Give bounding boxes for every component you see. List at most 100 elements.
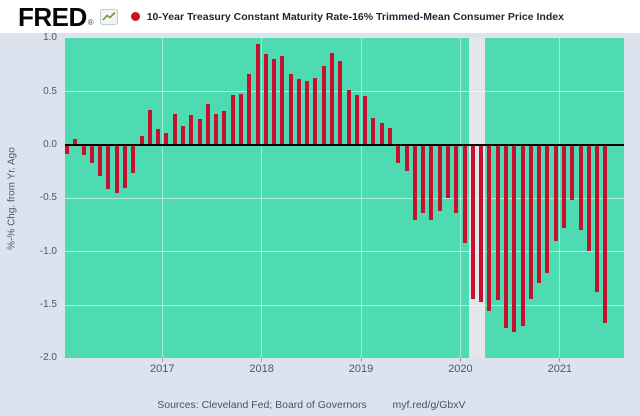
bar-2020-07[interactable] xyxy=(512,145,517,332)
bar-2019-02[interactable] xyxy=(371,118,376,145)
gridline-v xyxy=(360,38,362,358)
bar-2020-03[interactable] xyxy=(479,145,484,302)
bar-2018-01[interactable] xyxy=(263,54,268,145)
bar-2016-11[interactable] xyxy=(147,109,152,145)
y-axis-tick-label: -1.5 xyxy=(39,299,57,310)
x-axis-tick-mark xyxy=(261,358,263,362)
bar-2019-01[interactable] xyxy=(363,95,368,145)
bar-2018-11[interactable] xyxy=(346,89,351,145)
bar-2020-06[interactable] xyxy=(503,145,508,329)
bar-2021-01[interactable] xyxy=(561,145,566,229)
bar-2020-12[interactable] xyxy=(553,145,558,241)
bar-2018-05[interactable] xyxy=(296,78,301,145)
bar-2020-10[interactable] xyxy=(537,145,542,283)
y-axis-tick-label: -2.0 xyxy=(39,352,57,364)
y-axis-tick-label: -0.5 xyxy=(39,192,57,204)
bar-2017-11[interactable] xyxy=(247,73,252,145)
bar-2020-04[interactable] xyxy=(487,145,492,312)
bar-2019-04[interactable] xyxy=(388,127,393,145)
bar-2021-05[interactable] xyxy=(595,145,600,293)
legend-series-dot-icon xyxy=(130,12,140,21)
bar-2016-10[interactable] xyxy=(139,136,144,145)
chart-title: 10-Year Treasury Constant Maturity Rate-… xyxy=(146,10,564,23)
bar-2019-06[interactable] xyxy=(404,145,409,171)
bar-2016-04[interactable] xyxy=(89,145,94,164)
bar-2019-11[interactable] xyxy=(446,145,451,199)
bar-2017-02[interactable] xyxy=(172,114,177,145)
bar-2016-08[interactable] xyxy=(122,145,127,188)
gridline-h xyxy=(65,251,624,253)
bar-2016-05[interactable] xyxy=(98,145,103,176)
x-axis-tick-mark xyxy=(459,358,461,362)
short-url: myf.red/g/GbxV xyxy=(392,399,466,411)
bar-2017-10[interactable] xyxy=(238,93,243,145)
bar-2017-03[interactable] xyxy=(180,125,185,145)
bar-2018-04[interactable] xyxy=(288,73,293,145)
bar-2016-06[interactable] xyxy=(106,145,111,189)
bar-2016-03[interactable] xyxy=(81,145,86,155)
bar-2020-08[interactable] xyxy=(520,145,525,327)
registered-trademark: ® xyxy=(87,18,94,27)
gridline-v xyxy=(261,38,263,358)
x-axis-tick-mark xyxy=(161,358,163,362)
bar-2016-12[interactable] xyxy=(156,128,161,145)
bar-2018-10[interactable] xyxy=(338,60,343,145)
bar-2017-09[interactable] xyxy=(230,94,235,145)
y-axis-title: %-% Chg. from Yr. Ago xyxy=(6,147,18,250)
gridline-v xyxy=(459,38,461,358)
y-axis-tick-label: 0.0 xyxy=(43,139,57,150)
bar-2019-07[interactable] xyxy=(412,145,417,220)
x-axis-year-label: 2019 xyxy=(348,363,374,375)
bar-2018-12[interactable] xyxy=(354,94,359,145)
gridline-v xyxy=(559,38,561,358)
bar-2018-07[interactable] xyxy=(313,77,318,145)
bar-2017-01[interactable] xyxy=(164,133,169,145)
bar-2017-04[interactable] xyxy=(189,115,194,145)
fred-logo[interactable]: FRED xyxy=(18,1,87,32)
gridline-h xyxy=(65,197,624,199)
bar-2021-04[interactable] xyxy=(586,145,591,251)
bar-2019-10[interactable] xyxy=(437,145,442,212)
bar-2019-12[interactable] xyxy=(454,145,459,214)
bar-2019-09[interactable] xyxy=(429,145,434,220)
bar-2019-03[interactable] xyxy=(379,122,384,145)
x-axis-year-label: 2020 xyxy=(448,363,473,375)
plot-area xyxy=(65,38,624,358)
bar-2018-08[interactable] xyxy=(321,66,326,145)
bar-2020-05[interactable] xyxy=(495,145,500,300)
bar-2020-11[interactable] xyxy=(545,145,550,273)
gridline-h xyxy=(65,304,624,306)
bar-2021-06[interactable] xyxy=(603,145,608,324)
bar-2018-06[interactable] xyxy=(305,80,310,145)
x-axis-year-label: 2017 xyxy=(150,363,175,375)
sparkline-chart-icon xyxy=(99,8,118,25)
header: FRED ® 10-Year Treasury Constant Maturit… xyxy=(0,0,640,33)
bar-2016-09[interactable] xyxy=(131,145,136,173)
x-axis-year-label: 2018 xyxy=(249,363,274,375)
bar-2017-05[interactable] xyxy=(197,119,202,145)
bar-2017-07[interactable] xyxy=(214,114,219,145)
bar-2016-02[interactable] xyxy=(73,138,78,145)
bar-2021-03[interactable] xyxy=(578,145,583,231)
y-axis-tick-label: 0.5 xyxy=(43,85,57,97)
sources-note: Sources: Cleveland Fed; Board of Governo… xyxy=(157,399,367,411)
bar-2020-02[interactable] xyxy=(470,145,475,299)
bar-2019-05[interactable] xyxy=(396,145,401,164)
bar-2018-02[interactable] xyxy=(272,58,277,145)
bar-2017-12[interactable] xyxy=(255,43,260,145)
bar-2020-01[interactable] xyxy=(462,145,467,244)
bar-2021-02[interactable] xyxy=(570,145,575,201)
bar-2017-08[interactable] xyxy=(222,110,227,145)
gridline-h xyxy=(65,91,624,93)
x-axis-tick-mark xyxy=(559,358,561,362)
bar-2018-03[interactable] xyxy=(280,56,285,145)
bar-2019-08[interactable] xyxy=(421,145,426,214)
bar-2016-07[interactable] xyxy=(114,145,119,193)
bar-2020-09[interactable] xyxy=(528,145,533,299)
bar-2018-09[interactable] xyxy=(330,53,335,145)
x-axis-tick-mark xyxy=(360,358,362,362)
y-axis-tick-label: -1.0 xyxy=(39,245,57,257)
bar-2016-01[interactable] xyxy=(65,145,69,154)
bar-2017-06[interactable] xyxy=(205,104,210,145)
